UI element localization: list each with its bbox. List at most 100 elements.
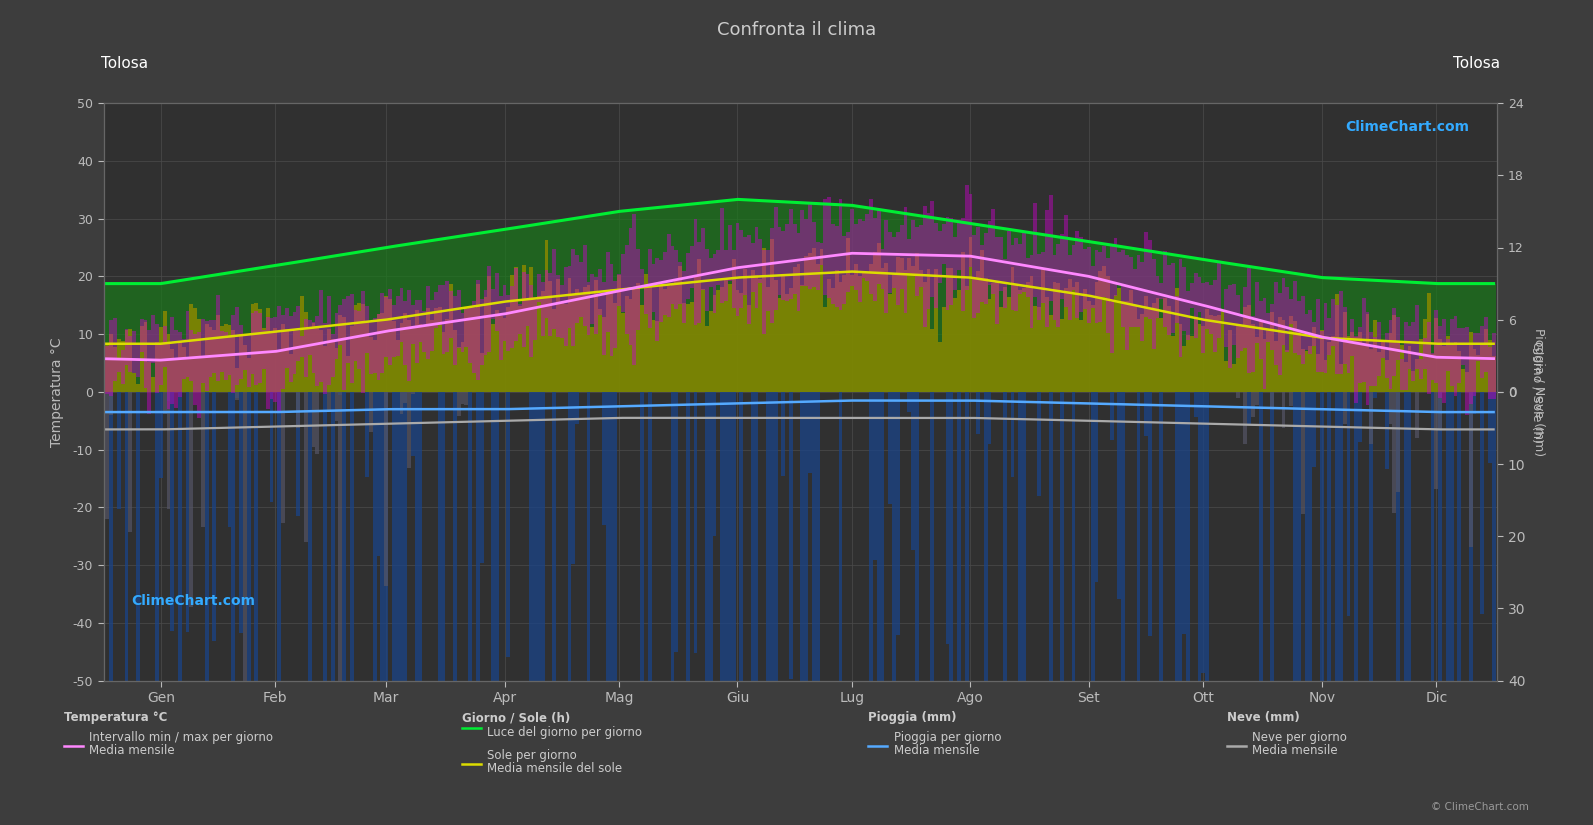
Bar [1239,316,1244,351]
Bar [728,225,731,281]
Bar [980,245,984,302]
Bar [472,234,476,392]
Bar [449,238,452,392]
Bar [400,245,403,392]
Bar [1346,337,1351,392]
Bar [534,297,537,340]
Bar [1321,331,1324,372]
Bar [812,392,816,825]
Bar [881,392,884,825]
Bar [1357,328,1362,383]
Bar [832,288,835,392]
Bar [411,326,414,392]
Bar [121,341,124,392]
Bar [1332,337,1335,392]
Bar [900,213,903,392]
Bar [312,392,315,447]
Bar [1110,392,1114,441]
Bar [315,316,319,386]
Bar [255,303,258,392]
Bar [1225,361,1228,392]
Bar [174,331,178,408]
Bar [487,232,491,392]
Bar [736,290,739,392]
Bar [949,220,953,392]
Bar [438,307,441,392]
Bar [1434,284,1438,392]
Bar [750,200,755,392]
Bar [1083,241,1086,392]
Bar [1354,392,1357,813]
Bar [193,278,198,392]
Bar [739,200,744,392]
Bar [881,249,884,289]
Bar [1258,268,1263,392]
Bar [1193,273,1198,338]
Bar [1023,233,1026,292]
Bar [113,318,116,381]
Bar [972,234,977,318]
Bar [1209,314,1212,392]
Bar [857,276,862,392]
Bar [129,284,132,392]
Bar [255,269,258,392]
Bar [220,274,225,392]
Bar [804,392,808,825]
Bar [613,303,616,392]
Bar [996,282,999,392]
Bar [793,202,796,392]
Bar [446,281,449,351]
Bar [870,199,873,294]
Bar [335,256,338,392]
Bar [876,210,881,392]
Bar [433,292,438,328]
Bar [1431,392,1434,825]
Bar [384,392,389,586]
Bar [342,299,346,389]
Bar [725,200,728,392]
Bar [996,228,999,392]
Bar [296,262,299,392]
Bar [342,317,346,392]
Bar [288,354,293,392]
Bar [247,392,250,825]
Bar [774,207,777,310]
Bar [1037,392,1042,496]
Bar [892,276,895,392]
Bar [671,285,674,392]
Bar [892,238,895,288]
Bar [1190,336,1193,392]
Bar [465,235,468,392]
Bar [389,299,392,392]
Bar [1294,392,1297,825]
Bar [980,225,984,392]
Bar [706,392,709,825]
Bar [365,321,370,392]
Bar [687,252,690,299]
Bar [1316,299,1321,372]
Bar [1091,242,1094,392]
Bar [1015,238,1018,311]
Bar [876,392,881,825]
Bar [1106,258,1110,332]
Bar [220,331,225,372]
Bar [228,325,231,392]
Bar [1171,255,1174,392]
Bar [1332,278,1335,392]
Bar [266,309,269,392]
Bar [159,392,162,478]
Text: Temperatura °C: Temperatura °C [64,711,167,724]
Bar [687,304,690,392]
Bar [988,299,991,392]
Bar [1190,257,1193,392]
Bar [698,203,701,392]
Bar [682,271,687,323]
Bar [870,392,873,724]
Bar [1061,234,1064,299]
Bar [1313,327,1316,392]
Bar [503,318,507,392]
Bar [1193,392,1198,417]
Bar [610,289,613,392]
Bar [1067,255,1072,319]
Bar [777,201,782,392]
